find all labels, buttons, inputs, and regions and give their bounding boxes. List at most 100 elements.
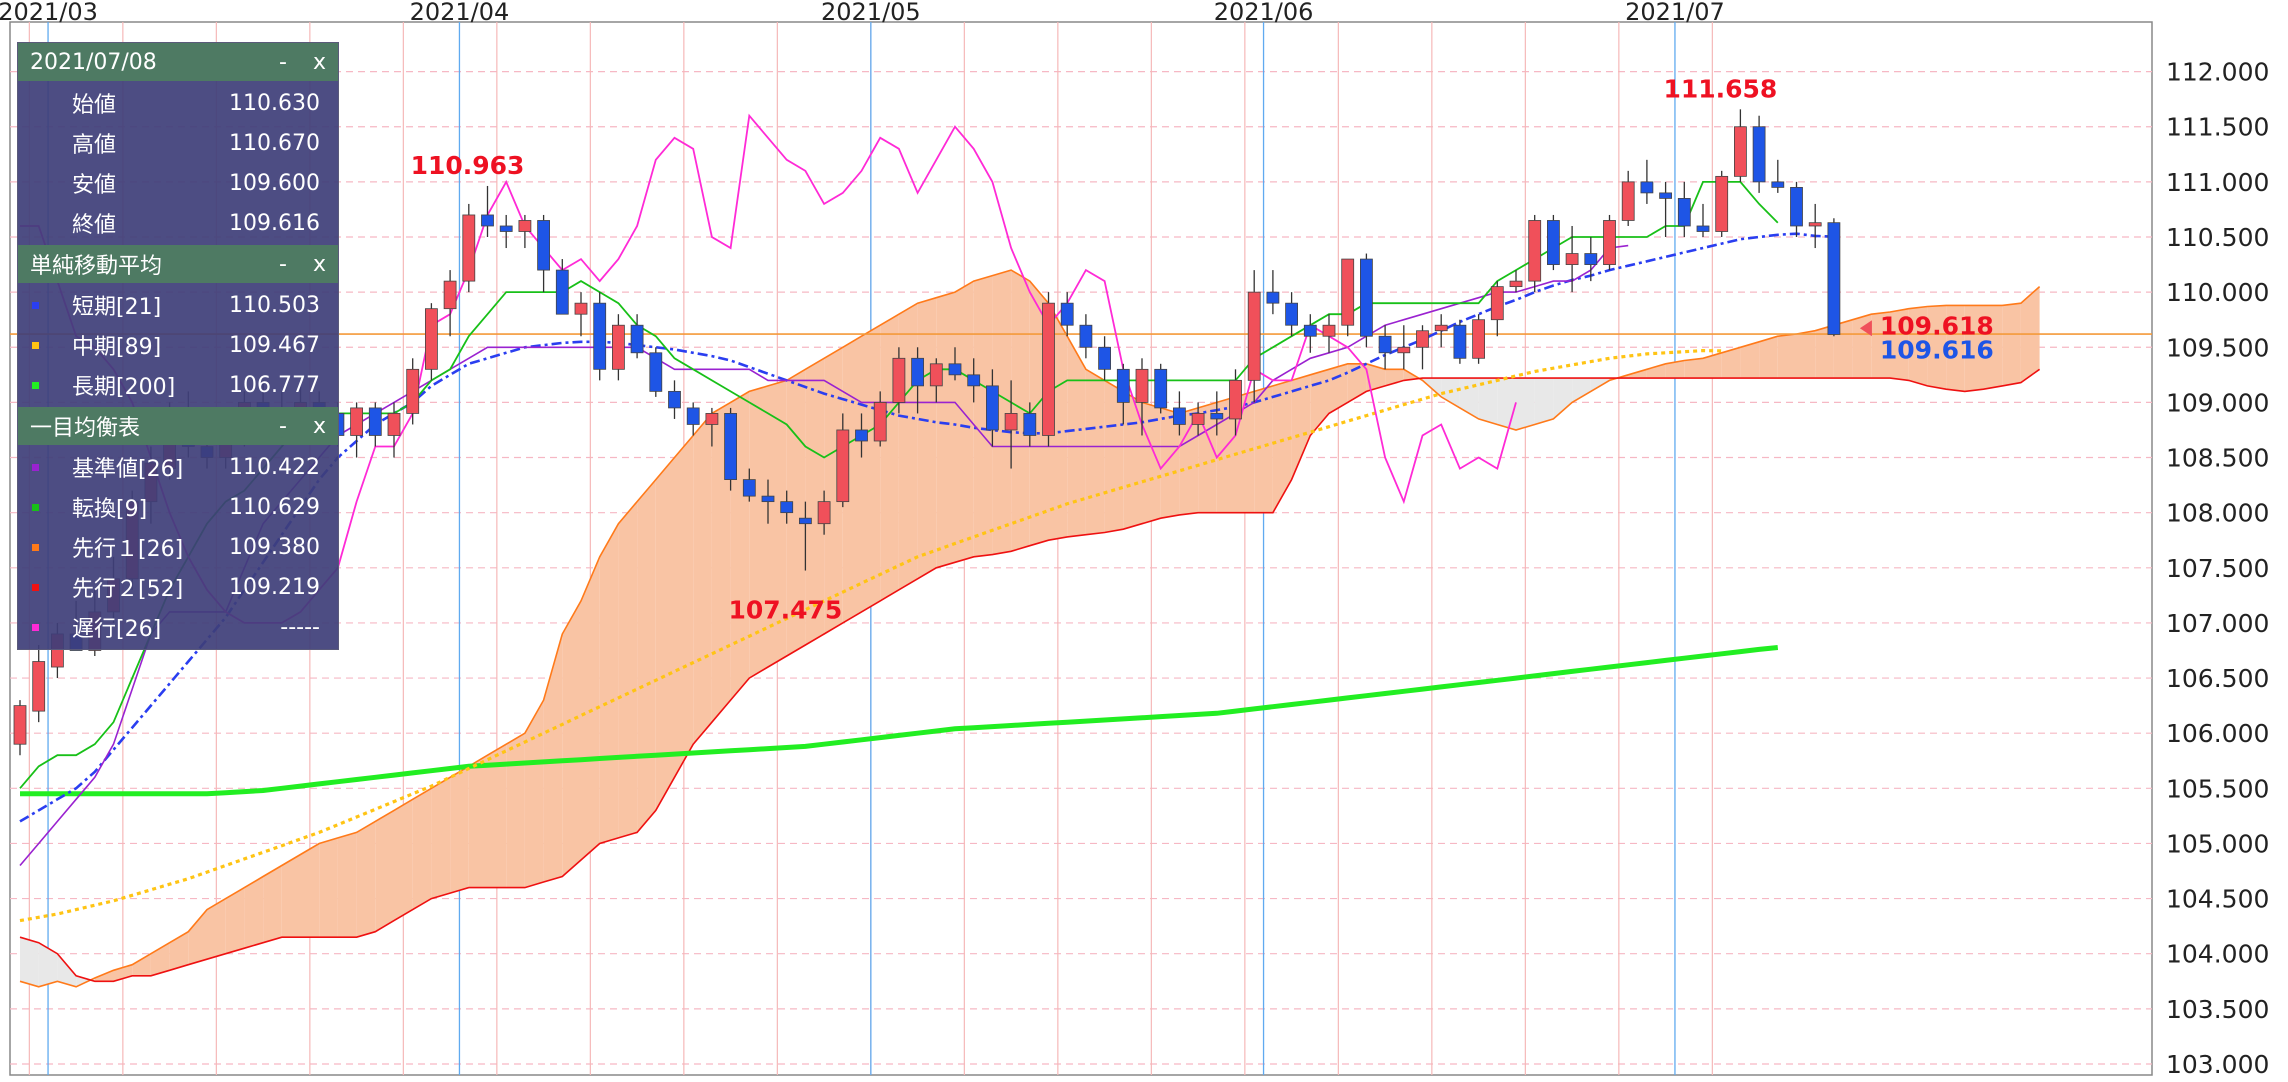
sma-value: 110.503 — [229, 292, 320, 318]
cloud-segment — [356, 821, 376, 938]
candle-body — [686, 407, 700, 425]
ichimoku-label: 転換[9] — [72, 497, 148, 522]
cloud-segment — [1198, 402, 1217, 513]
ichimoku-value: 109.219 — [229, 574, 320, 600]
candle-body — [1360, 258, 1373, 337]
ichimoku-label: 遅行[26] — [72, 617, 162, 642]
close-button[interactable]: x — [312, 413, 326, 439]
candle-body — [855, 429, 868, 442]
cloud-segment — [824, 347, 843, 634]
legend-swatch — [32, 463, 39, 471]
cloud-segment — [412, 788, 432, 910]
cloud-segment — [1646, 363, 1666, 379]
cloud-segment — [1142, 402, 1161, 524]
candle-body — [742, 479, 756, 497]
candle-body — [1490, 286, 1504, 321]
cloud-segment — [1104, 380, 1124, 533]
ohlc-value: 109.616 — [229, 210, 320, 236]
ichimoku-row-span-b: 先行２[52] 109.219 — [18, 567, 338, 607]
y-tick-label: 110.500 — [2166, 223, 2269, 252]
cloud-segment — [898, 303, 918, 590]
y-tick-label: 106.000 — [2166, 719, 2269, 748]
candle-body — [13, 705, 27, 745]
cloud-segment — [1272, 380, 1292, 513]
candle-body — [1565, 253, 1579, 265]
candle-body — [780, 501, 794, 514]
candle-body — [1808, 222, 1822, 227]
candle-body — [1116, 368, 1130, 403]
ohlc-row-close: 終値 109.616 — [18, 203, 338, 243]
candle-body — [1827, 222, 1841, 335]
cloud-segment — [543, 634, 563, 882]
candle-body — [1509, 280, 1523, 288]
sma200-line — [20, 645, 1779, 797]
cloud-segment — [337, 832, 357, 938]
cloud-segment — [749, 385, 768, 679]
y-tick-label: 103.500 — [2166, 995, 2269, 1024]
candle-body — [1378, 335, 1392, 354]
cloud-segment — [842, 336, 862, 623]
candle-body — [1715, 175, 1729, 232]
cloud-segment — [1908, 306, 1928, 386]
minimize-button[interactable]: - — [279, 251, 287, 277]
ichimoku-panel-body: 基準値[26] 110.422 転換[9] 110.629 先行１[26] 109.3… — [18, 445, 338, 649]
candle-body — [649, 352, 663, 392]
cloud-segment — [992, 270, 1012, 555]
x-tick-label: 2021/07 — [1625, 0, 1725, 26]
cloud-segment — [1516, 378, 1535, 430]
cloud-segment — [1254, 385, 1273, 513]
candle-body — [1734, 126, 1747, 177]
cloud-segment — [1964, 305, 1984, 392]
ohlc-label: 高値 — [72, 133, 117, 158]
cloud-segment — [375, 810, 394, 932]
candle-body — [593, 302, 607, 370]
info-panel: 2021/07/08 - x 始値 110.630 高値 110.670 安値 109… — [17, 42, 339, 650]
candle-body — [1210, 413, 1224, 420]
cloud-segment — [38, 942, 58, 987]
y-tick-label: 110.000 — [2166, 278, 2269, 307]
close-button[interactable]: x — [312, 251, 326, 277]
y-tick-label: 107.500 — [2166, 554, 2269, 583]
y-tick-label: 105.000 — [2166, 829, 2269, 858]
candle-body — [1603, 220, 1616, 265]
candle-body — [630, 324, 644, 354]
x-tick-label: 2021/03 — [0, 0, 98, 26]
cloud-segment — [618, 501, 638, 838]
y-tick-label: 109.000 — [2166, 388, 2269, 417]
cloud-segment — [1946, 305, 1965, 392]
candle-body — [1229, 379, 1242, 420]
candle-body — [1322, 324, 1336, 337]
ohlc-date: 2021/07/08 — [30, 49, 157, 75]
extreme-price-label: 111.658 — [1663, 74, 1777, 103]
price-marker-arrow — [1859, 320, 1872, 337]
legend-swatch — [32, 543, 39, 551]
candle-body — [1098, 346, 1111, 370]
y-tick-label: 109.500 — [2166, 333, 2269, 362]
y-tick-label: 104.500 — [2166, 885, 2269, 914]
candle-body — [1472, 319, 1485, 359]
close-button[interactable]: x — [312, 49, 326, 75]
minimize-button[interactable]: - — [279, 49, 287, 75]
candle-body — [892, 357, 906, 403]
candle-body — [1397, 346, 1411, 354]
candle-body — [518, 220, 532, 232]
cloud-segment — [1777, 334, 1797, 379]
candle-body — [1771, 181, 1785, 188]
cloud-segment — [562, 600, 581, 877]
candle-body — [1079, 324, 1093, 348]
sma-label: 中期[89] — [72, 335, 162, 360]
candle-body — [967, 374, 981, 387]
y-tick-label: 105.500 — [2166, 774, 2269, 803]
extreme-price-label: 110.963 — [411, 151, 525, 180]
y-tick-label: 111.500 — [2166, 113, 2269, 142]
minimize-button[interactable]: - — [279, 413, 287, 439]
candle-body — [836, 429, 850, 503]
candle-body — [948, 363, 962, 376]
cloud-segment — [880, 314, 899, 601]
cloud-segment — [1123, 391, 1142, 530]
candle-body — [1434, 324, 1448, 332]
ichimoku-value: 110.629 — [229, 494, 320, 520]
cloud-segment — [1871, 312, 1890, 379]
